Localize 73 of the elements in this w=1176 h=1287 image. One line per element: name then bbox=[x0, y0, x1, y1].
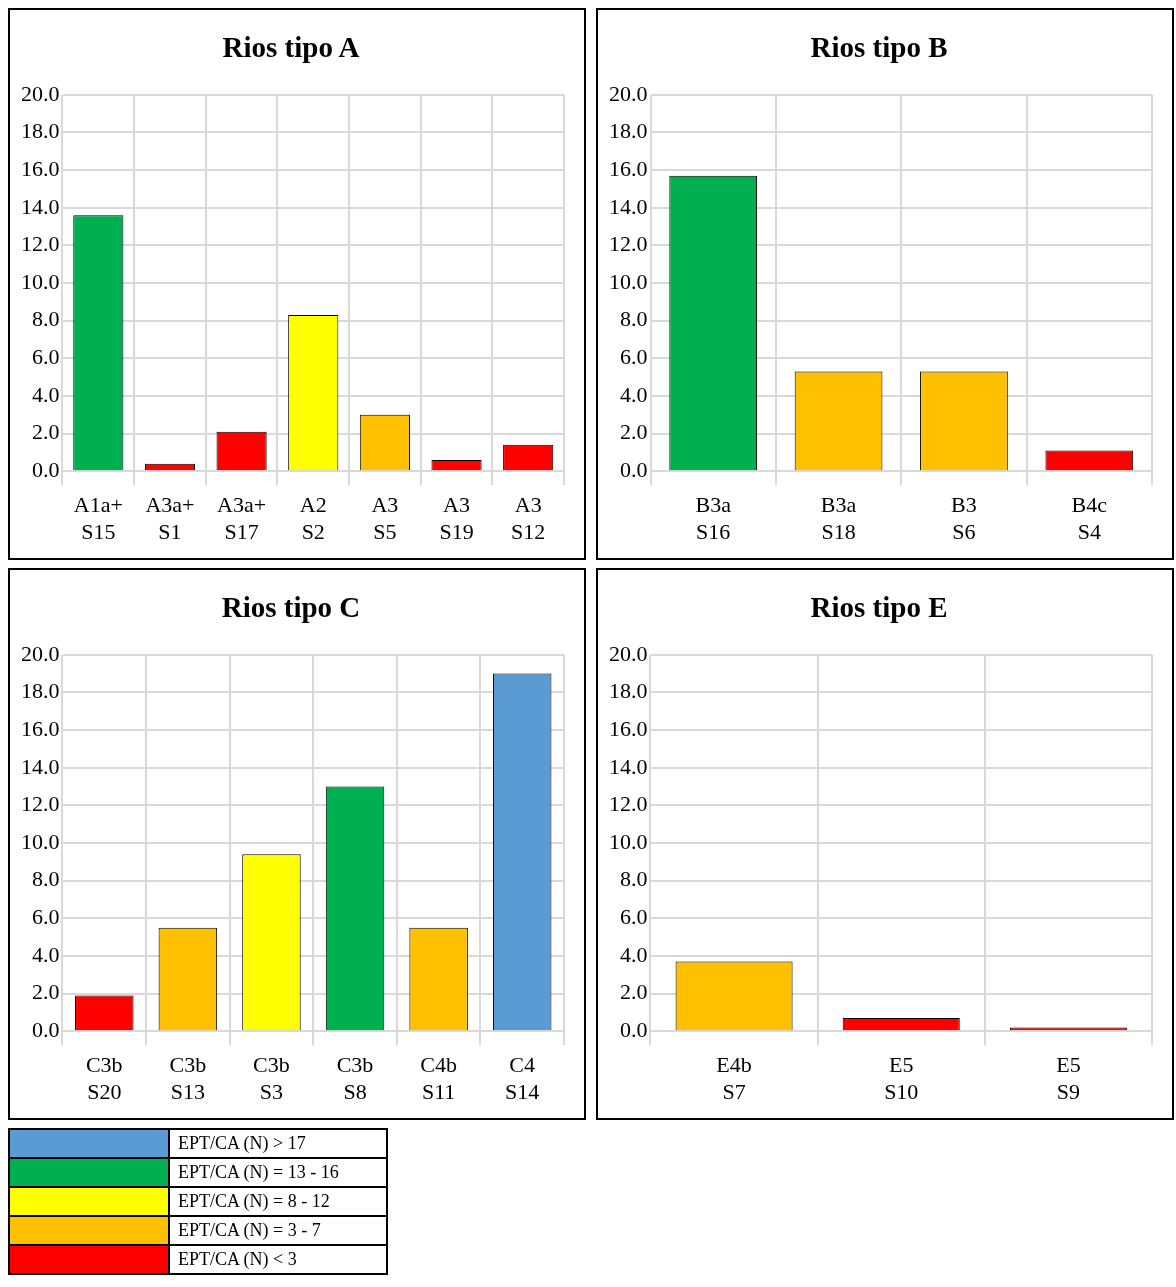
x-tick-label: E5 S10 bbox=[884, 1052, 919, 1104]
y-tick-label: 20.0 bbox=[21, 640, 60, 666]
x-tick-label: C3b S20 bbox=[85, 1052, 123, 1104]
x-tick-label: B4c S4 bbox=[1071, 492, 1108, 544]
y-tick-label: 4.0 bbox=[32, 941, 60, 967]
x-tick-label: B3a S18 bbox=[820, 492, 857, 544]
y-tick-label: 2.0 bbox=[620, 979, 648, 1005]
category-label: EPT/CA (N) > 17 bbox=[169, 1129, 387, 1158]
y-tick-label: 18.0 bbox=[609, 678, 648, 704]
y-tick-label: 20.0 bbox=[609, 80, 648, 106]
y-tick-label: 12.0 bbox=[609, 231, 648, 257]
y-tick-label: 4.0 bbox=[620, 941, 648, 967]
y-tick-label: 0.0 bbox=[620, 456, 648, 482]
x-tick-label: A3a+ S1 bbox=[145, 492, 195, 544]
y-tick-label: 16.0 bbox=[21, 715, 60, 741]
x-tick-label: A2 S2 bbox=[299, 492, 327, 544]
y-tick-label: 8.0 bbox=[32, 306, 60, 332]
chart-title: Rios tipo E bbox=[810, 590, 948, 623]
x-tick-label: A3 S19 bbox=[439, 492, 474, 544]
y-tick-label: 10.0 bbox=[21, 268, 60, 294]
y-tick-label: 2.0 bbox=[32, 979, 60, 1005]
x-tick-label: A3 S12 bbox=[511, 492, 546, 544]
x-tick-label: C4 S14 bbox=[505, 1052, 540, 1104]
category-label: EPT/CA (N) = 13 - 16 bbox=[169, 1158, 387, 1187]
x-tick-label: A3 S5 bbox=[371, 492, 399, 544]
category-label: EPT/CA (N) < 3 bbox=[169, 1245, 387, 1274]
y-tick-label: 16.0 bbox=[21, 155, 60, 181]
y-tick-label: 10.0 bbox=[609, 828, 648, 854]
y-tick-label: 20.0 bbox=[21, 80, 60, 106]
y-tick-label: 16.0 bbox=[609, 715, 648, 741]
chart-title: Rios tipo B bbox=[810, 30, 948, 63]
x-tick-label: B3a S16 bbox=[695, 492, 732, 544]
y-tick-label: 18.0 bbox=[21, 678, 60, 704]
y-tick-label: 2.0 bbox=[620, 419, 648, 445]
y-tick-label: 8.0 bbox=[620, 866, 648, 892]
y-tick-label: 12.0 bbox=[21, 791, 60, 817]
y-tick-label: 10.0 bbox=[609, 268, 648, 294]
category-label: EPT/CA (N) = 3 - 7 bbox=[169, 1216, 387, 1245]
y-tick-label: 12.0 bbox=[21, 231, 60, 257]
y-tick-label: 4.0 bbox=[620, 381, 648, 407]
chart-title: Rios tipo C bbox=[221, 590, 361, 623]
x-tick-label: E4b S7 bbox=[716, 1052, 752, 1104]
y-tick-label: 14.0 bbox=[609, 753, 648, 779]
y-tick-label: 14.0 bbox=[21, 193, 60, 219]
y-tick-label: 18.0 bbox=[609, 118, 648, 144]
y-tick-label: 6.0 bbox=[32, 904, 60, 930]
y-tick-label: 4.0 bbox=[32, 381, 60, 407]
x-tick-label: A1a+ S15 bbox=[73, 492, 123, 544]
y-tick-label: 20.0 bbox=[609, 640, 648, 666]
y-tick-label: 8.0 bbox=[32, 866, 60, 892]
y-tick-label: 2.0 bbox=[32, 419, 60, 445]
y-tick-label: 0.0 bbox=[32, 1016, 60, 1042]
y-tick-label: 16.0 bbox=[609, 155, 648, 181]
y-tick-label: 14.0 bbox=[21, 753, 60, 779]
x-tick-label: A3a+ S17 bbox=[217, 492, 267, 544]
x-tick-label: B3 S6 bbox=[951, 492, 977, 544]
y-tick-label: 12.0 bbox=[609, 791, 648, 817]
x-tick-label: C3b S3 bbox=[253, 1052, 290, 1104]
y-tick-label: 0.0 bbox=[32, 456, 60, 482]
y-tick-label: 0.0 bbox=[620, 1016, 648, 1042]
x-tick-label: E5 S9 bbox=[1056, 1052, 1081, 1104]
x-tick-label: C3b S13 bbox=[169, 1052, 207, 1104]
y-tick-label: 14.0 bbox=[609, 193, 648, 219]
y-tick-label: 6.0 bbox=[620, 344, 648, 370]
y-tick-label: 6.0 bbox=[32, 344, 60, 370]
category-label: EPT/CA (N) = 8 - 12 bbox=[169, 1187, 387, 1216]
y-tick-label: 6.0 bbox=[620, 904, 648, 930]
y-tick-label: 18.0 bbox=[21, 118, 60, 144]
y-tick-label: 10.0 bbox=[21, 828, 60, 854]
chart-title: Rios tipo A bbox=[222, 30, 360, 63]
y-tick-label: 8.0 bbox=[620, 306, 648, 332]
x-tick-label: C4b S11 bbox=[420, 1052, 457, 1104]
x-tick-label: C3b S8 bbox=[336, 1052, 374, 1104]
